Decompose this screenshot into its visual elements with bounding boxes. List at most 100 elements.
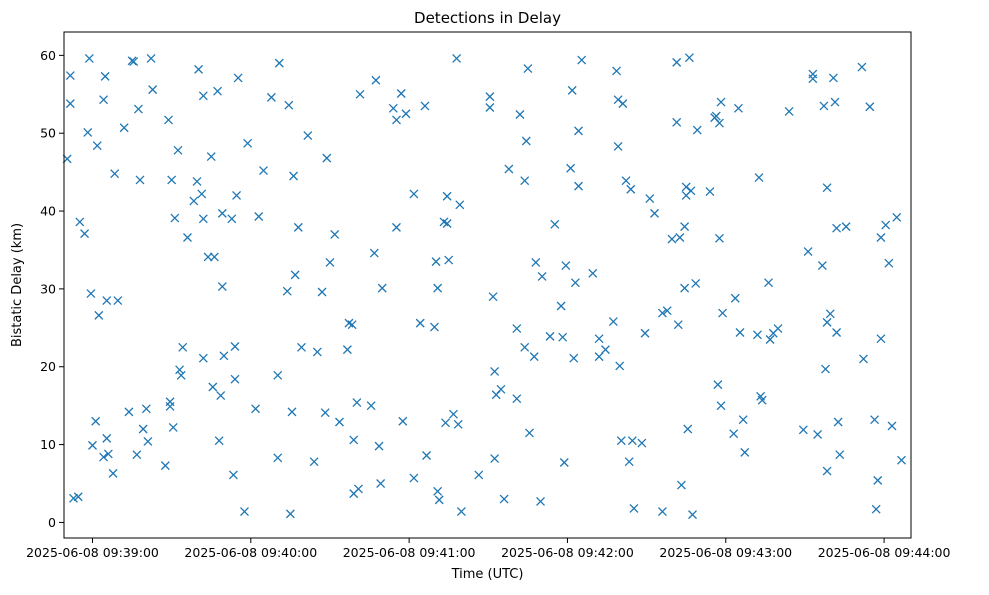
data-point [108, 468, 118, 478]
data-point [431, 257, 441, 267]
data-point [88, 440, 97, 450]
data-point [165, 397, 175, 407]
data-point [335, 417, 344, 427]
data-point [165, 401, 175, 411]
data-point [825, 309, 835, 319]
data-point [312, 347, 322, 357]
data-point [232, 191, 242, 200]
data-point [520, 342, 530, 352]
data-point [254, 212, 264, 221]
data-point [168, 422, 178, 432]
data-point [531, 257, 541, 267]
y-axis-label: Bistatic Delay (km) [10, 223, 25, 347]
data-point [876, 334, 886, 344]
data-point [285, 509, 295, 519]
data-point [342, 345, 352, 355]
data-point [206, 152, 216, 162]
data-point [520, 176, 530, 186]
data-point [228, 470, 238, 480]
data-point [569, 353, 579, 363]
data-point [559, 458, 569, 467]
axes-frame [63, 31, 912, 539]
data-point [143, 437, 153, 446]
x-tick-label: 2025-06-08 09:41:00 [343, 545, 476, 560]
data-point [574, 181, 583, 191]
data-point [537, 271, 547, 281]
data-point [219, 351, 229, 361]
data-point [613, 141, 623, 151]
data-point [897, 455, 906, 465]
data-point [455, 200, 465, 210]
data-point [672, 57, 682, 67]
data-point [865, 102, 875, 112]
data-point [376, 479, 386, 488]
data-point [100, 71, 110, 81]
data-point [558, 332, 568, 342]
data-point [73, 492, 83, 502]
data-point [420, 101, 430, 111]
data-point [119, 123, 129, 133]
data-point [110, 169, 120, 179]
data-point [680, 222, 690, 232]
data-point [325, 257, 335, 267]
data-point [442, 219, 452, 228]
x-tick-label: 2025-06-08 09:39:00 [26, 545, 159, 560]
data-point [545, 331, 555, 341]
data-point [273, 370, 283, 380]
data-point [672, 117, 682, 127]
data-point [871, 504, 881, 514]
data-point [273, 453, 283, 463]
data-point [515, 110, 525, 119]
data-point [213, 86, 223, 96]
data-point [374, 441, 384, 451]
data-point [657, 308, 667, 318]
data-point [320, 408, 330, 418]
data-point [317, 287, 327, 297]
data-point [430, 322, 439, 332]
data-point [873, 475, 883, 485]
data-point [887, 421, 897, 431]
data-point [146, 54, 156, 63]
data-point [217, 282, 227, 292]
data-point [309, 457, 319, 467]
data-point [822, 466, 832, 476]
data-point [683, 424, 693, 434]
data-point [352, 398, 362, 408]
data-point [322, 153, 332, 163]
data-point [716, 401, 726, 411]
data-point [645, 194, 655, 204]
data-point [588, 268, 598, 278]
x-tick-label: 2025-06-08 09:40:00 [184, 545, 317, 560]
data-point [798, 425, 808, 435]
data-point [594, 334, 604, 344]
data-point [69, 493, 78, 503]
data-point [740, 447, 750, 457]
y-tick-label: 20 [40, 359, 56, 374]
data-point [198, 91, 208, 101]
data-point [441, 418, 451, 428]
data-point [828, 73, 838, 83]
data-point [870, 415, 880, 425]
data-point [233, 73, 243, 83]
data-point [675, 233, 685, 242]
data-point [488, 292, 498, 302]
data-point [453, 419, 463, 429]
data-point [164, 115, 173, 125]
data-point [293, 222, 303, 232]
data-point [289, 171, 299, 181]
data-point [803, 247, 813, 256]
data-point [330, 229, 340, 239]
data-point [392, 115, 401, 125]
data-point [608, 317, 618, 327]
data-point [366, 401, 376, 411]
data-point [730, 293, 740, 303]
data-point [813, 430, 823, 439]
data-point [129, 57, 139, 67]
data-point [102, 433, 112, 443]
data-point [216, 391, 226, 401]
data-point [627, 436, 637, 446]
data-point [680, 283, 690, 293]
data-point [124, 407, 134, 417]
data-point [84, 54, 94, 63]
data-point [456, 507, 466, 516]
